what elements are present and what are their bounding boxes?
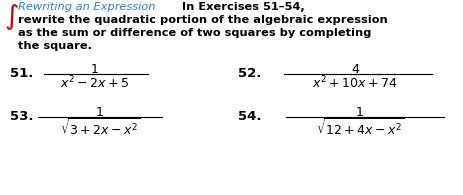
Text: $x^2 + 10x + 74$: $x^2 + 10x + 74$ [312,75,397,92]
Text: the square.: the square. [18,41,92,51]
Text: 52.: 52. [238,67,261,80]
Text: 1: 1 [96,106,104,119]
Text: In Exercises 51–54,: In Exercises 51–54, [174,2,304,12]
Text: 1: 1 [91,63,99,76]
Text: 1: 1 [355,106,363,119]
Text: 4: 4 [350,63,358,76]
Text: 53.: 53. [10,110,33,123]
Text: 51.: 51. [10,67,33,80]
Text: $\int$: $\int$ [4,2,19,32]
Text: rewrite the quadratic portion of the algebraic expression: rewrite the quadratic portion of the alg… [18,15,387,25]
Text: $x^2 - 2x + 5$: $x^2 - 2x + 5$ [60,75,129,92]
Text: $\sqrt{3 + 2x - x^2}$: $\sqrt{3 + 2x - x^2}$ [59,118,140,139]
Text: 54.: 54. [238,110,261,123]
Text: Rewriting an Expression: Rewriting an Expression [18,2,155,12]
Text: $\sqrt{12 + 4x - x^2}$: $\sqrt{12 + 4x - x^2}$ [315,118,404,139]
Text: as the sum or difference of two squares by completing: as the sum or difference of two squares … [18,28,370,38]
